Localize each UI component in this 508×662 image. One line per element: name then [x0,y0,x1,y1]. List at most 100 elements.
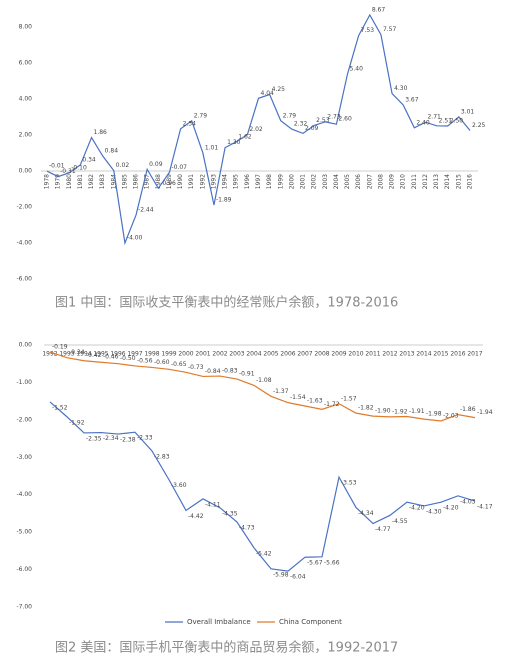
data-label: -4.00 [127,235,143,242]
data-label: -4.30 [426,508,442,515]
data-label: -1.91 [409,408,425,415]
y-tick-label: -5.00 [16,529,32,536]
x-tick-label: 2003 [229,351,244,358]
data-label: 2.60 [338,116,352,123]
data-label: -4.34 [358,510,374,517]
x-tick-label: 2005 [263,351,278,358]
x-tick-label: 2015 [455,174,462,189]
x-tick-label: 1979 [55,174,62,189]
y-tick-label: -6.00 [16,276,32,283]
x-tick-label: 1997 [255,174,262,189]
x-tick-label: 1994 [222,174,229,189]
data-label: -2.34 [103,435,119,442]
x-tick-label: 2013 [433,174,440,189]
data-label: -5.42 [256,550,272,557]
x-tick-label: 2000 [178,351,193,358]
x-tick-label: 2000 [288,174,295,189]
data-label: -0.42 [86,352,102,359]
x-tick-label: 2012 [422,174,429,189]
x-tick-label: 1998 [266,174,273,189]
y-tick-label: 0.00 [19,168,33,175]
data-label: 2.09 [305,125,319,132]
data-label: -1.92 [69,419,85,426]
data-label: -1.89 [216,197,232,204]
data-label: -2.38 [120,437,136,444]
data-label: -0.07 [171,164,187,171]
data-label: 2.79 [283,112,297,119]
y-tick-label: -6.00 [16,566,32,573]
x-tick-label: 2009 [331,351,346,358]
y-tick-label: -7.00 [16,604,32,611]
x-tick-label: 2014 [444,174,451,189]
x-tick-label: 2001 [300,174,307,189]
data-label: -1.90 [375,408,391,415]
data-label: 4.04 [261,90,275,97]
y-tick-label: -2.00 [16,204,32,211]
x-tick-label: 1992 [42,351,57,358]
x-tick-label: 1988 [155,174,162,189]
data-label: -0.56 [137,357,153,364]
data-label: -1.98 [426,411,442,418]
x-tick-label: 1991 [188,174,195,189]
data-label: -2.33 [137,435,153,442]
x-tick-label: 2011 [411,174,418,189]
x-tick-label: 2003 [322,174,329,189]
data-label: -4.03 [460,498,476,505]
data-label: 2.79 [194,112,208,119]
x-tick-label: 1978 [44,174,51,189]
x-tick-label: 2006 [280,351,295,358]
x-tick-label: 1996 [244,174,251,189]
data-label: -4.73 [239,525,255,532]
data-label: 2.50 [450,118,464,125]
series-line [49,401,476,572]
x-tick-label: 1992 [199,174,206,189]
data-label: -4.77 [375,526,391,533]
x-tick-label: 2008 [314,351,329,358]
data-label: 2.71 [427,114,441,121]
x-tick-label: 1998 [144,351,159,358]
data-label: -1.57 [341,395,357,402]
data-label: -0.91 [239,371,255,378]
data-label: -5.66 [324,559,340,566]
data-label: 0.84 [105,147,119,154]
y-tick-label: -4.00 [16,491,32,498]
x-tick-label: 2016 [450,351,465,358]
x-tick-label: 2011 [365,351,380,358]
x-tick-label: 1996 [110,351,125,358]
data-label: 5.40 [350,65,364,72]
data-label: -2.83 [154,453,170,460]
x-tick-label: 2017 [467,351,482,358]
data-label: -4.55 [392,518,408,525]
x-tick-label: 2002 [212,351,227,358]
y-tick-label: 6.00 [19,60,33,67]
data-label: -2.03 [443,412,459,419]
x-tick-label: 1985 [121,174,128,189]
x-tick-label: 1981 [77,174,84,189]
data-label: -0.34 [69,349,85,356]
x-tick-label: 1987 [144,174,151,189]
data-label: -0.31 [60,168,76,175]
data-label: -1.54 [290,394,306,401]
data-label: -4.35 [222,510,238,517]
data-label: -6.04 [290,574,306,581]
data-label: -0.60 [154,359,170,366]
data-label: -4.42 [188,513,204,520]
series-line [49,351,476,422]
chart-title: 图2 美国：国际手机平衡表中的商品贸易余额，1992-2017 [55,640,398,656]
data-label: 8.67 [372,6,386,13]
data-label: -1.63 [307,398,323,405]
y-tick-label: 0.00 [19,342,33,349]
x-tick-label: 2014 [416,351,431,358]
data-label: -0.83 [222,368,238,375]
data-label: -1.92 [392,408,408,415]
data-label: 7.57 [383,26,397,33]
x-tick-label: 2010 [348,351,363,358]
x-tick-label: 1997 [127,351,142,358]
data-label: -4.11 [205,501,221,508]
x-tick-label: 2002 [311,174,318,189]
x-tick-label: 2001 [195,351,210,358]
data-label: 1.86 [94,129,108,136]
data-label: -1.37 [273,388,289,395]
chart-title: 图1 中国：国际收支平衡表中的经常账户余额，1978-2016 [55,295,398,311]
